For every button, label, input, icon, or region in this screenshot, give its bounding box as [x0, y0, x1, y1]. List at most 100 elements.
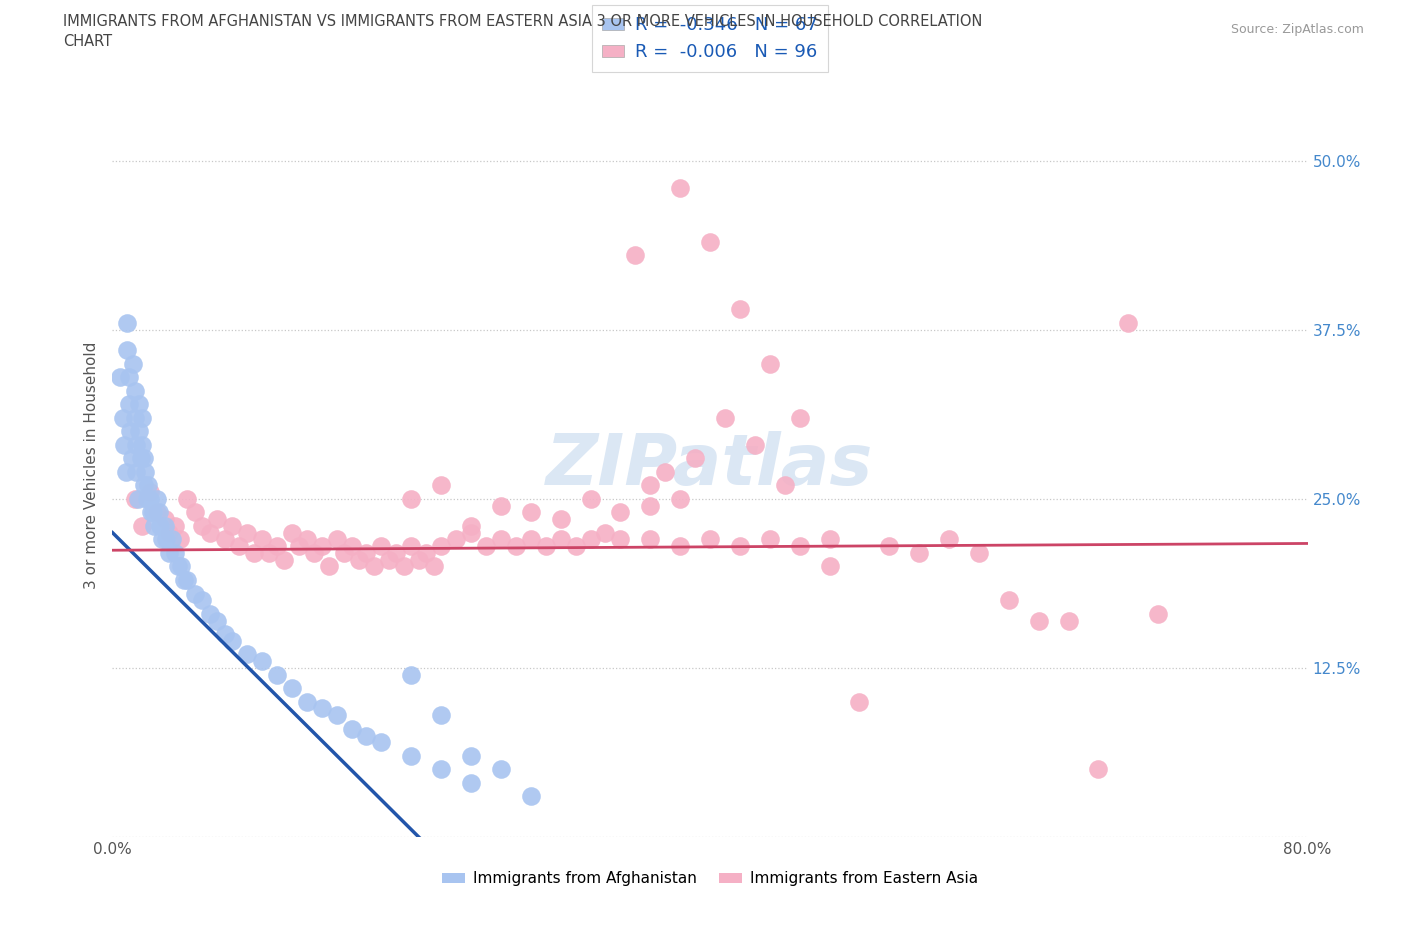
Point [259, 546, 281, 561]
Point [1028, 613, 1050, 628]
Point [118, 397, 141, 412]
Point [157, 525, 180, 540]
Point [131, 518, 153, 533]
Point [699, 532, 721, 547]
Text: ZIPatlas: ZIPatlas [547, 431, 873, 499]
Point [173, 573, 195, 588]
Point [789, 410, 811, 425]
Point [120, 424, 142, 439]
Point [401, 538, 423, 553]
Point [460, 525, 482, 540]
Point [125, 437, 148, 452]
Point [198, 606, 221, 621]
Point [170, 559, 193, 574]
Point [122, 356, 145, 371]
Point [132, 478, 155, 493]
Point [131, 410, 153, 425]
Point [789, 538, 811, 553]
Point [114, 437, 135, 452]
Point [117, 342, 139, 357]
Point [146, 491, 169, 506]
Point [205, 613, 228, 628]
Point [198, 525, 221, 540]
Legend: Immigrants from Afghanistan, Immigrants from Eastern Asia: Immigrants from Afghanistan, Immigrants … [436, 866, 984, 893]
Point [347, 552, 370, 567]
Point [340, 538, 363, 553]
Point [759, 532, 782, 547]
Point [115, 464, 138, 479]
Point [141, 505, 163, 520]
Point [221, 633, 243, 648]
Point [699, 234, 721, 249]
Point [640, 478, 662, 493]
Point [744, 437, 766, 452]
Y-axis label: 3 or more Vehicles in Household: 3 or more Vehicles in Household [84, 341, 100, 589]
Point [205, 512, 228, 526]
Point [183, 586, 205, 601]
Point [155, 532, 177, 547]
Point [111, 410, 134, 425]
Point [520, 505, 543, 520]
Point [430, 708, 453, 723]
Point [1057, 613, 1080, 628]
Point [422, 559, 444, 574]
Point [118, 369, 141, 384]
Point [818, 532, 841, 547]
Point [370, 538, 392, 553]
Point [654, 464, 676, 479]
Point [848, 695, 870, 710]
Point [879, 538, 901, 553]
Point [153, 512, 176, 526]
Point [162, 532, 183, 547]
Point [281, 681, 304, 696]
Text: Source: ZipAtlas.com: Source: ZipAtlas.com [1230, 23, 1364, 36]
Point [325, 532, 347, 547]
Point [520, 532, 543, 547]
Point [363, 559, 385, 574]
Point [460, 749, 482, 764]
Point [214, 627, 236, 642]
Point [243, 546, 266, 561]
Point [728, 302, 751, 317]
Point [169, 532, 191, 547]
Point [214, 532, 236, 547]
Point [564, 538, 586, 553]
Point [401, 667, 423, 682]
Point [505, 538, 527, 553]
Point [489, 498, 512, 513]
Point [579, 532, 602, 547]
Point [131, 437, 153, 452]
Point [385, 546, 408, 561]
Point [333, 546, 356, 561]
Point [1087, 762, 1109, 777]
Point [460, 518, 482, 533]
Point [266, 667, 288, 682]
Point [550, 532, 572, 547]
Point [714, 410, 737, 425]
Point [176, 491, 198, 506]
Point [135, 491, 157, 506]
Point [281, 525, 304, 540]
Point [165, 518, 187, 533]
Point [669, 538, 692, 553]
Text: CHART: CHART [63, 34, 112, 49]
Point [125, 464, 148, 479]
Point [311, 538, 333, 553]
Point [124, 410, 146, 425]
Point [460, 776, 482, 790]
Point [139, 485, 162, 499]
Point [318, 559, 340, 574]
Point [295, 695, 318, 710]
Point [129, 451, 152, 466]
Point [132, 451, 155, 466]
Point [273, 552, 295, 567]
Point [302, 546, 325, 561]
Point [520, 789, 543, 804]
Point [669, 491, 692, 506]
Point [127, 491, 149, 506]
Point [149, 518, 172, 533]
Point [165, 546, 187, 561]
Point [191, 592, 214, 607]
Point [1118, 315, 1140, 330]
Point [143, 518, 166, 533]
